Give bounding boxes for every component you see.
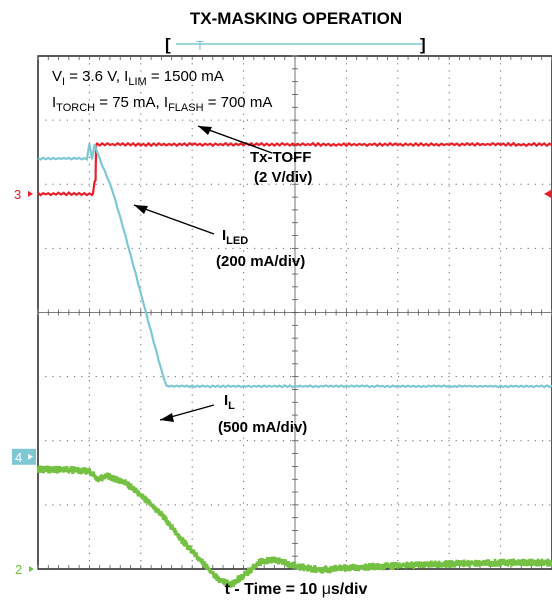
label-tx-toff: Tx-TOFF — [250, 149, 311, 166]
marker-ch2-label: 2 — [15, 562, 22, 577]
ilim-symbol: I — [124, 68, 128, 85]
timebase-position-marker: T — [196, 38, 204, 53]
itorch-value: = 75 mA, — [95, 94, 164, 111]
trace-tx-toff — [37, 141, 552, 197]
itorch-symbol: I — [52, 94, 56, 111]
itorch-subscript: TORCH — [56, 102, 95, 114]
annotation-iled: ILED (200 mA/div) — [133, 204, 305, 270]
iflash-value: = 700 mA — [204, 94, 273, 111]
vi-value: = 3.6 V, — [65, 68, 124, 85]
ilim-value: = 1500 mA — [147, 68, 224, 85]
conditions-line-2: ITORCH = 75 mA, IFLASH = 700 mA — [52, 94, 272, 114]
iflash-subscript: FLASH — [168, 102, 204, 114]
scale-iled: (200 mA/div) — [216, 253, 305, 270]
arrow-tx-toff — [197, 125, 273, 154]
marker-ch3-label: 3 — [14, 187, 21, 202]
annotation-tx-toff: Tx-TOFF (2 V/div) — [197, 125, 312, 186]
label-il: IL — [224, 392, 235, 412]
il-subscript: L — [228, 400, 235, 412]
trigger-level-marker — [544, 189, 551, 198]
trace-iled — [37, 143, 552, 389]
channel-level-markers: 3 4 2 — [12, 187, 36, 577]
x-axis-label-prefix: t - Time = 10 — [225, 581, 322, 598]
marker-ch4-background — [12, 448, 36, 465]
marker-ch4-label: 4 — [15, 450, 22, 465]
iled-symbol: I — [222, 227, 226, 244]
vi-symbol: V — [52, 68, 62, 85]
x-axis-label-mu: μ — [322, 581, 331, 598]
bracket-left: [ — [165, 35, 171, 54]
level-marker-ch2: 2 — [15, 562, 34, 577]
marker-ch4-arrow — [28, 453, 33, 460]
arrowhead-il — [160, 413, 174, 422]
arrow-iled — [133, 204, 215, 235]
ilim-subscript: LIM — [128, 76, 146, 88]
vi-subscript: I — [62, 76, 65, 88]
arrowhead-tx-toff — [198, 126, 212, 135]
level-marker-ch3: 3 — [14, 187, 33, 202]
marker-ch3-arrow — [28, 190, 33, 197]
scale-tx-toff: (2 V/div) — [254, 169, 312, 186]
bracket-right: ] — [420, 35, 426, 54]
x-axis-label-suffix: s/div — [331, 581, 368, 598]
conditions-line-1: VI = 3.6 V, ILIM = 1500 mA — [52, 68, 224, 88]
arrowhead-iled — [134, 205, 148, 214]
iflash-symbol: I — [164, 94, 168, 111]
level-marker-ch4: 4 — [12, 448, 36, 465]
annotation-il: IL (500 mA/div) — [159, 392, 307, 436]
marker-ch2-arrow — [29, 566, 34, 572]
iled-subscript: LED — [226, 235, 248, 247]
trace-il — [36, 465, 552, 588]
x-axis-label: t - Time = 10 μs/div — [225, 581, 368, 598]
label-iled: ILED — [222, 227, 248, 247]
chart-title: TX-MASKING OPERATION — [190, 9, 402, 28]
scale-il: (500 mA/div) — [218, 419, 307, 436]
record-length-indicator: [ T ] — [165, 35, 426, 54]
il-symbol: I — [224, 392, 228, 409]
